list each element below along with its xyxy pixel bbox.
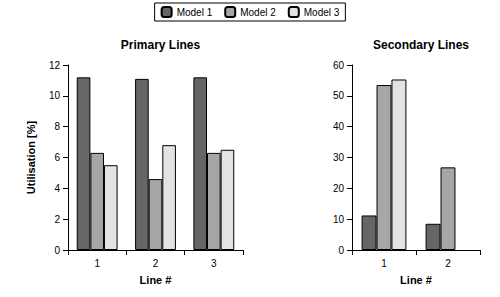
svg-text:0: 0 bbox=[338, 245, 344, 256]
svg-text:12: 12 bbox=[49, 60, 61, 71]
svg-text:6: 6 bbox=[54, 152, 60, 163]
svg-text:Model 3: Model 3 bbox=[304, 7, 340, 18]
svg-text:0: 0 bbox=[54, 245, 60, 256]
svg-text:10: 10 bbox=[49, 90, 61, 101]
svg-text:10: 10 bbox=[333, 214, 345, 225]
svg-text:4: 4 bbox=[54, 183, 60, 194]
svg-text:Line #: Line # bbox=[140, 274, 172, 286]
svg-text:Model 1: Model 1 bbox=[177, 7, 213, 18]
svg-text:2: 2 bbox=[445, 258, 451, 269]
svg-text:30: 30 bbox=[333, 152, 345, 163]
svg-text:20: 20 bbox=[333, 183, 345, 194]
svg-text:Secondary Lines: Secondary Lines bbox=[373, 38, 469, 52]
svg-text:Primary Lines: Primary Lines bbox=[121, 38, 201, 52]
svg-text:1: 1 bbox=[94, 258, 100, 269]
svg-text:1: 1 bbox=[381, 258, 387, 269]
svg-text:Line #: Line # bbox=[400, 274, 432, 286]
svg-text:50: 50 bbox=[333, 90, 345, 101]
svg-text:3: 3 bbox=[211, 258, 217, 269]
svg-text:Model 2: Model 2 bbox=[240, 7, 276, 18]
svg-text:40: 40 bbox=[333, 121, 345, 132]
svg-text:8: 8 bbox=[54, 121, 60, 132]
svg-text:2: 2 bbox=[54, 214, 60, 225]
svg-text:2: 2 bbox=[153, 258, 159, 269]
svg-text:60: 60 bbox=[333, 60, 345, 71]
svg-text:Utilisation [%]: Utilisation [%] bbox=[25, 121, 37, 195]
